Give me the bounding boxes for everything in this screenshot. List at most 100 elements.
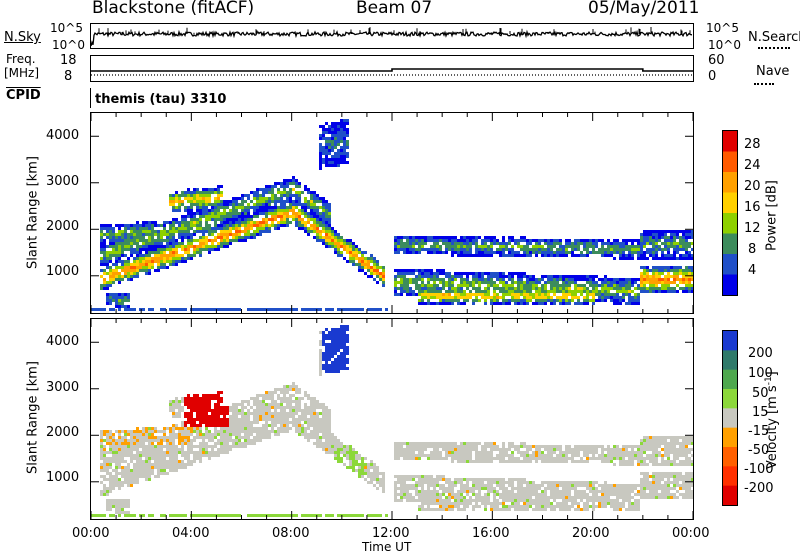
power-cell — [493, 272, 496, 275]
power-cell — [484, 245, 487, 248]
power-cell — [133, 272, 136, 275]
power-cell — [130, 245, 133, 248]
power-cell — [427, 272, 430, 275]
power-cell — [622, 257, 625, 260]
power-cell — [355, 257, 358, 260]
velocity-cell — [115, 460, 118, 463]
power-cell — [157, 242, 160, 245]
velocity-cell — [397, 487, 400, 490]
power-cell — [157, 230, 160, 233]
power-cell — [226, 230, 229, 233]
power-cell — [205, 203, 208, 206]
power-cell — [358, 251, 361, 254]
power-cell — [316, 209, 319, 212]
velocity-cell — [148, 430, 151, 433]
power-cell — [274, 227, 277, 230]
velocity-cell — [421, 505, 424, 508]
power-cell — [328, 308, 331, 311]
power-cell — [229, 308, 232, 311]
velocity-cell — [337, 346, 340, 349]
velocity-cell — [175, 406, 178, 409]
power-cell — [538, 299, 541, 302]
power-cell — [619, 242, 622, 245]
power-cell — [418, 236, 421, 239]
power-cell — [187, 230, 190, 233]
power-cell — [172, 227, 175, 230]
power-cell — [574, 284, 577, 287]
velocity-cell — [103, 439, 106, 442]
power-cell — [214, 245, 217, 248]
power-cell — [640, 281, 643, 284]
power-cell — [553, 275, 556, 278]
velocity-cell — [214, 421, 217, 424]
power-cell — [400, 290, 403, 293]
power-cell — [169, 260, 172, 263]
power-cell — [649, 284, 652, 287]
velocity-cell — [262, 418, 265, 421]
velocity-cell — [424, 481, 427, 484]
velocity-cell — [316, 406, 319, 409]
velocity-cell — [364, 478, 367, 481]
power-cell — [520, 254, 523, 257]
power-cell — [580, 251, 583, 254]
power-cell — [409, 278, 412, 281]
power-cell — [631, 302, 634, 305]
power-cell — [442, 302, 445, 305]
power-cell — [532, 248, 535, 251]
velocity-cell — [109, 514, 112, 517]
power-cell — [424, 287, 427, 290]
velocity-cell — [196, 433, 199, 436]
power-cell — [553, 284, 556, 287]
power-cell — [646, 275, 649, 278]
power-cell — [679, 242, 682, 245]
power-cell — [238, 233, 241, 236]
velocity-cell — [166, 466, 169, 469]
power-cell — [649, 275, 652, 278]
velocity-cell — [223, 442, 226, 445]
velocity-cell — [322, 355, 325, 358]
power-cell — [424, 248, 427, 251]
power-cell — [205, 218, 208, 221]
power-cell — [283, 185, 286, 188]
velocity-cell — [421, 487, 424, 490]
power-cell — [418, 269, 421, 272]
power-cell — [532, 275, 535, 278]
velocity-cell — [112, 481, 115, 484]
power-cell — [601, 281, 604, 284]
power-cell — [169, 194, 172, 197]
power-cell — [472, 278, 475, 281]
velocity-cell — [133, 478, 136, 481]
power-cell — [109, 299, 112, 302]
velocity-cell — [166, 436, 169, 439]
power-cell — [211, 230, 214, 233]
power-cell — [466, 296, 469, 299]
power-cell — [562, 302, 565, 305]
velocity-cell — [112, 433, 115, 436]
power-cell — [241, 236, 244, 239]
velocity-cell — [328, 367, 331, 370]
velocity-cell — [433, 481, 436, 484]
power-cell — [196, 197, 199, 200]
velocity-cell — [187, 439, 190, 442]
velocity-cell — [202, 394, 205, 397]
power-cell — [589, 281, 592, 284]
velocity-cell — [256, 394, 259, 397]
power-cell — [172, 248, 175, 251]
velocity-cell — [226, 439, 229, 442]
velocity-cell — [229, 445, 232, 448]
power-cell — [589, 278, 592, 281]
power-cell — [487, 293, 490, 296]
velocity-cell — [337, 331, 340, 334]
power-cell — [541, 245, 544, 248]
power-cell — [127, 257, 130, 260]
velocity-cell — [223, 433, 226, 436]
power-cell — [655, 251, 658, 254]
velocity-cell — [187, 427, 190, 430]
velocity-cell — [202, 406, 205, 409]
velocity-cell — [301, 430, 304, 433]
power-cell — [181, 200, 184, 203]
velocity-cell — [325, 361, 328, 364]
power-cell — [340, 122, 343, 125]
power-cell — [502, 275, 505, 278]
power-cell — [343, 122, 346, 125]
